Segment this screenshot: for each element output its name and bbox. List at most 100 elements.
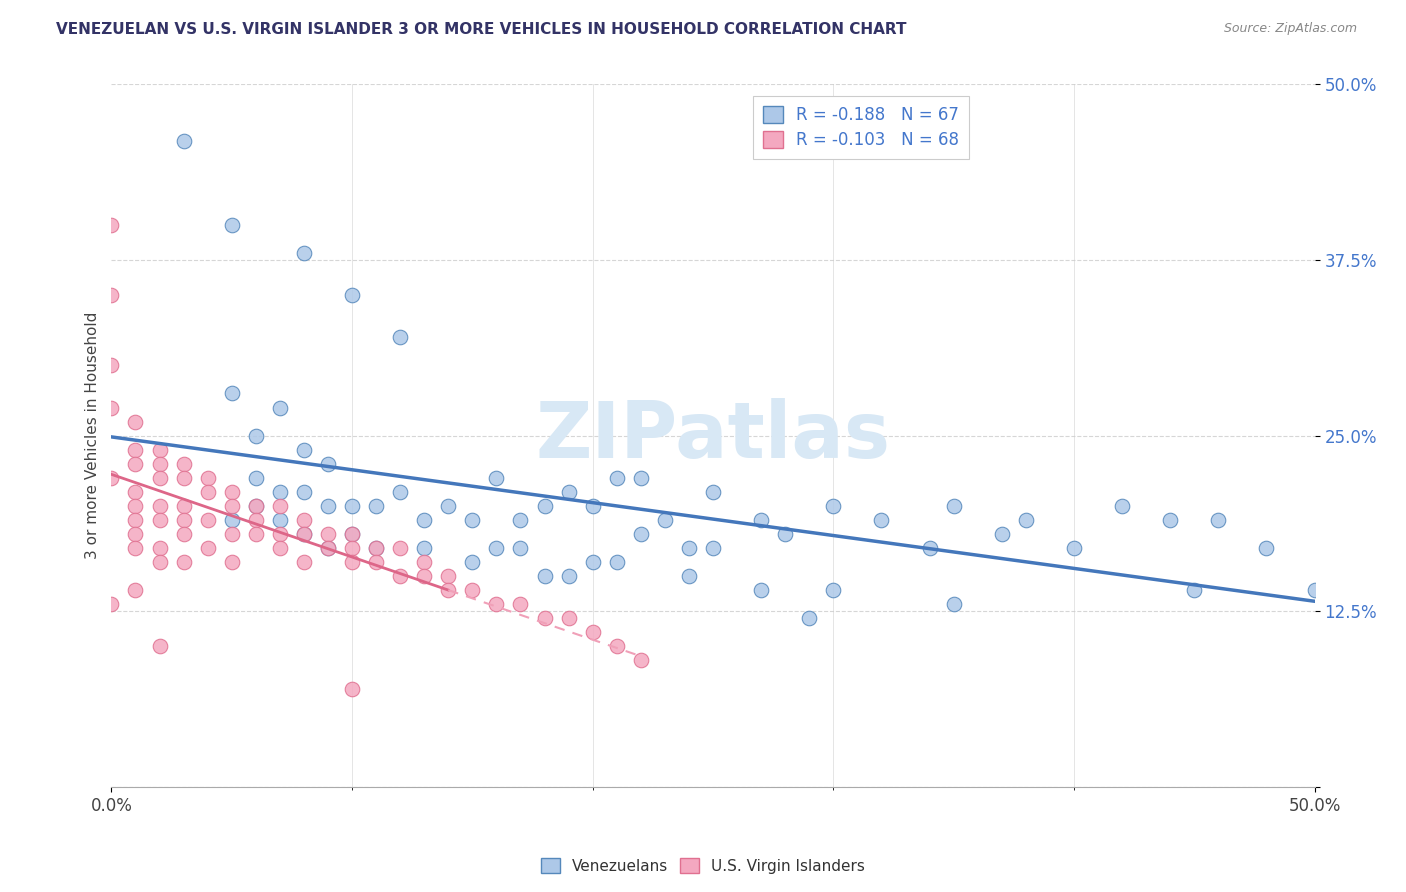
Point	[221, 386, 243, 401]
Y-axis label: 3 or more Vehicles in Household: 3 or more Vehicles in Household	[86, 312, 100, 559]
Point	[316, 527, 339, 541]
Point	[606, 471, 628, 485]
Point	[702, 541, 724, 555]
Point	[533, 569, 555, 583]
Point	[148, 499, 170, 513]
Point	[269, 527, 291, 541]
Point	[197, 484, 219, 499]
Point	[1015, 513, 1038, 527]
Point	[221, 555, 243, 569]
Point	[173, 457, 195, 471]
Point	[292, 246, 315, 260]
Point	[413, 541, 436, 555]
Point	[269, 499, 291, 513]
Point	[292, 484, 315, 499]
Point	[221, 499, 243, 513]
Point	[245, 499, 267, 513]
Point	[340, 681, 363, 696]
Text: Source: ZipAtlas.com: Source: ZipAtlas.com	[1223, 22, 1357, 36]
Point	[221, 527, 243, 541]
Point	[197, 513, 219, 527]
Point	[702, 484, 724, 499]
Point	[990, 527, 1012, 541]
Point	[413, 569, 436, 583]
Point	[340, 555, 363, 569]
Point	[749, 513, 772, 527]
Point	[630, 653, 652, 667]
Point	[269, 541, 291, 555]
Point	[100, 597, 122, 611]
Point	[389, 541, 412, 555]
Point	[509, 597, 531, 611]
Point	[245, 513, 267, 527]
Point	[292, 555, 315, 569]
Point	[100, 401, 122, 415]
Point	[582, 555, 605, 569]
Point	[245, 499, 267, 513]
Point	[197, 471, 219, 485]
Point	[799, 611, 821, 625]
Point	[1182, 583, 1205, 598]
Point	[124, 442, 146, 457]
Point	[413, 513, 436, 527]
Point	[533, 499, 555, 513]
Point	[413, 555, 436, 569]
Point	[292, 442, 315, 457]
Point	[245, 471, 267, 485]
Point	[942, 499, 965, 513]
Point	[582, 499, 605, 513]
Point	[389, 330, 412, 344]
Point	[1111, 499, 1133, 513]
Point	[582, 625, 605, 640]
Point	[269, 484, 291, 499]
Point	[316, 541, 339, 555]
Point	[942, 597, 965, 611]
Point	[533, 611, 555, 625]
Point	[124, 499, 146, 513]
Point	[1256, 541, 1278, 555]
Point	[124, 484, 146, 499]
Point	[292, 513, 315, 527]
Point	[366, 541, 388, 555]
Point	[823, 499, 845, 513]
Point	[1208, 513, 1230, 527]
Point	[292, 527, 315, 541]
Point	[173, 471, 195, 485]
Point	[173, 555, 195, 569]
Point	[221, 484, 243, 499]
Point	[221, 218, 243, 232]
Text: ZIPatlas: ZIPatlas	[536, 398, 890, 474]
Point	[148, 513, 170, 527]
Point	[366, 541, 388, 555]
Point	[124, 583, 146, 598]
Point	[366, 555, 388, 569]
Point	[100, 359, 122, 373]
Point	[340, 288, 363, 302]
Point	[173, 134, 195, 148]
Point	[100, 471, 122, 485]
Point	[148, 541, 170, 555]
Point	[245, 428, 267, 442]
Point	[823, 583, 845, 598]
Point	[485, 471, 508, 485]
Point	[148, 471, 170, 485]
Point	[485, 541, 508, 555]
Point	[340, 499, 363, 513]
Point	[269, 401, 291, 415]
Legend: R = -0.188   N = 67, R = -0.103   N = 68: R = -0.188 N = 67, R = -0.103 N = 68	[754, 96, 969, 160]
Point	[389, 569, 412, 583]
Point	[366, 499, 388, 513]
Legend: Venezuelans, U.S. Virgin Islanders: Venezuelans, U.S. Virgin Islanders	[536, 852, 870, 880]
Point	[340, 527, 363, 541]
Point	[461, 583, 484, 598]
Point	[197, 541, 219, 555]
Point	[269, 513, 291, 527]
Point	[678, 569, 700, 583]
Point	[606, 555, 628, 569]
Point	[316, 499, 339, 513]
Point	[557, 484, 579, 499]
Point	[173, 499, 195, 513]
Point	[389, 484, 412, 499]
Point	[1159, 513, 1181, 527]
Point	[173, 513, 195, 527]
